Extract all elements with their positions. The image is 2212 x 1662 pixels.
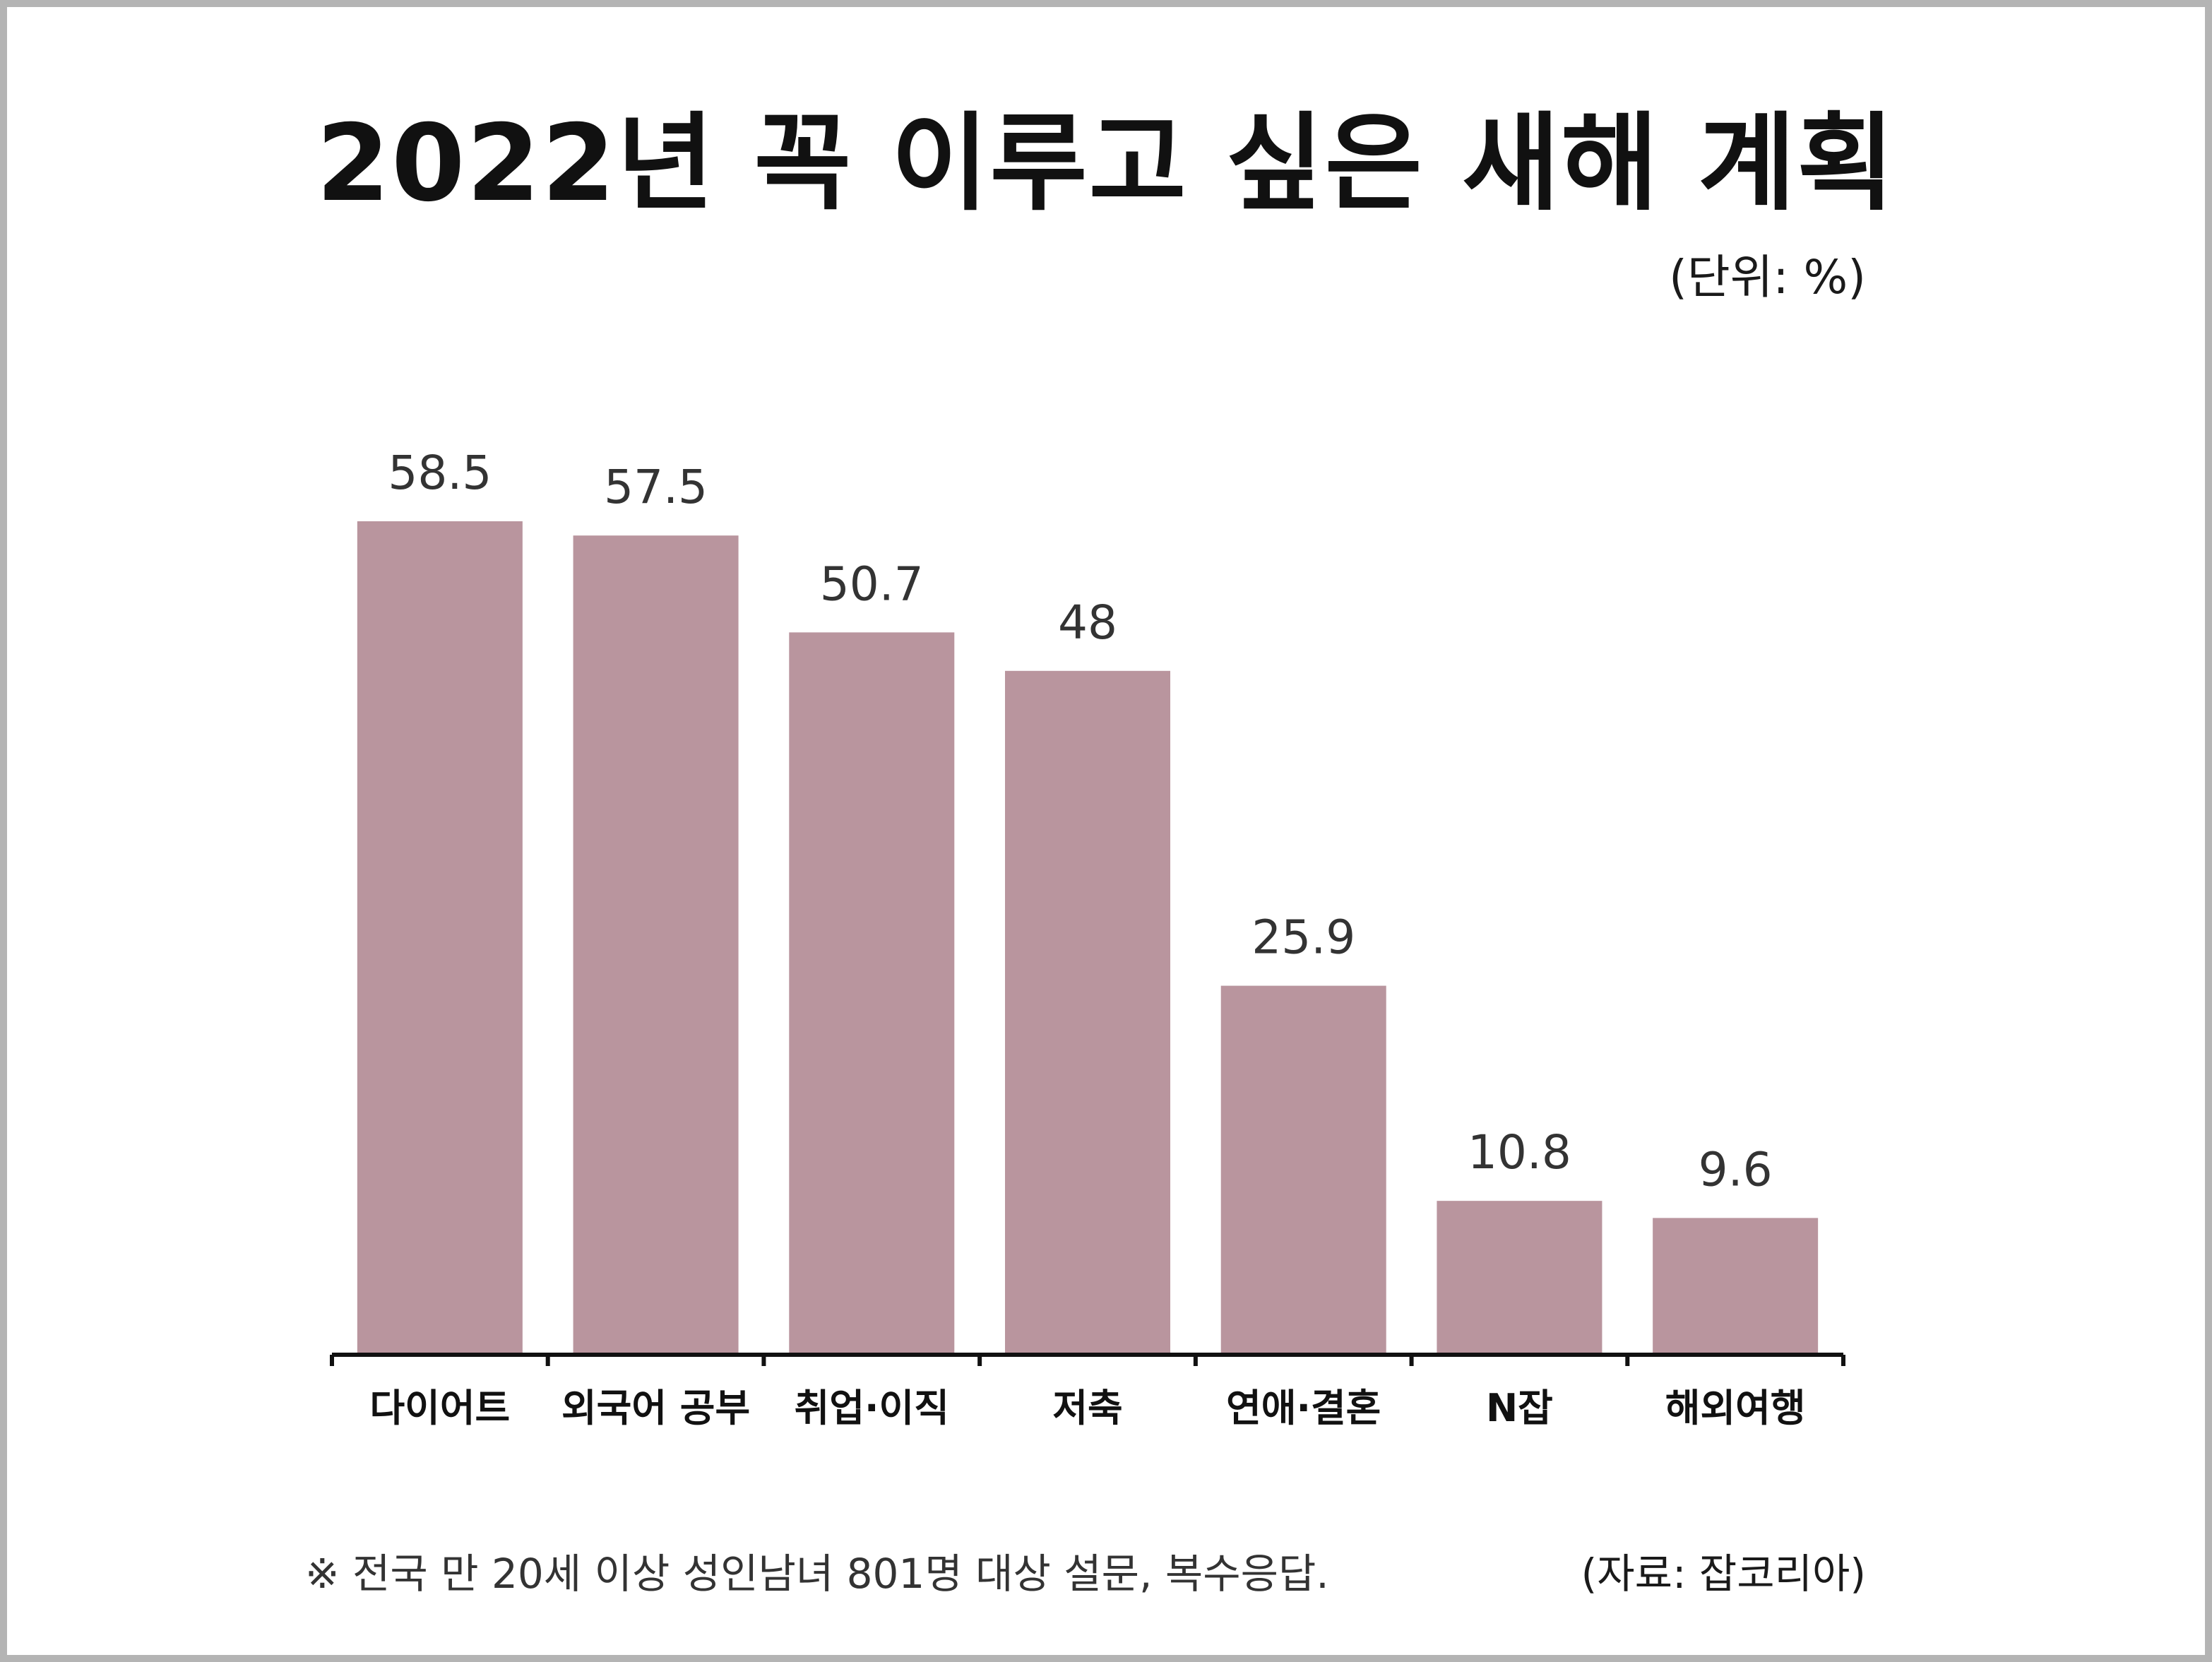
survey-note: ※ 전국 만 20세 이상 성인남녀 801명 대상 설문, 복수응답. — [305, 1550, 1329, 1598]
bar — [357, 521, 523, 1355]
chart-title: 2022년 꼭 이루고 싶은 새해 계획 — [316, 102, 1896, 225]
bar-value-label: 50.7 — [820, 557, 924, 611]
category-label: 저축 — [1052, 1386, 1122, 1430]
bar — [573, 535, 739, 1355]
bar-value-label: 9.6 — [1699, 1142, 1773, 1197]
bar-value-label: 10.8 — [1468, 1125, 1571, 1180]
bar-value-label: 25.9 — [1251, 910, 1355, 965]
category-label: 취업·이직 — [795, 1386, 949, 1430]
bar-value-label: 48 — [1058, 595, 1117, 650]
bar — [1437, 1201, 1602, 1355]
bar-value-label: 58.5 — [388, 446, 492, 500]
category-label: 다이어트 — [369, 1386, 510, 1430]
bar — [1653, 1218, 1819, 1355]
category-label: N잡 — [1486, 1386, 1553, 1430]
bar — [1220, 985, 1386, 1355]
category-label: 연애·결혼 — [1226, 1386, 1381, 1430]
labels-layer: 58.5 다이어트 57.5 외국어 공부 50.7 취업·이직 48 저축 25.9 연애·결혼… — [369, 446, 1805, 1430]
bars-layer — [357, 521, 1819, 1355]
bar-value-label: 57.5 — [604, 460, 708, 514]
x-axis — [330, 1353, 1845, 1366]
source-label: (자료: 잡코리아) — [1581, 1550, 1866, 1598]
category-label: 외국어 공부 — [561, 1386, 750, 1430]
unit-label: (단위: %) — [1669, 250, 1866, 304]
bar — [789, 632, 955, 1355]
category-label: 해외여행 — [1665, 1386, 1806, 1430]
bar — [1005, 670, 1170, 1355]
